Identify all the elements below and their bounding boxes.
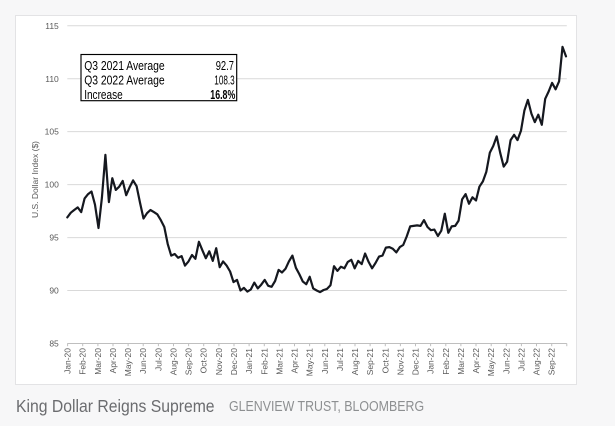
svg-text:Oct-20: Oct-20 — [199, 348, 209, 374]
svg-text:Sep-21: Sep-21 — [365, 348, 375, 375]
svg-text:Q3 2022 Average: Q3 2022 Average — [84, 74, 165, 88]
svg-text:115: 115 — [45, 21, 59, 31]
svg-text:95: 95 — [49, 233, 59, 243]
svg-text:Oct-21: Oct-21 — [380, 348, 390, 374]
svg-text:Apr-21: Apr-21 — [290, 348, 300, 374]
svg-text:May-20: May-20 — [123, 348, 133, 376]
svg-text:85: 85 — [49, 339, 59, 349]
svg-text:Dec-21: Dec-21 — [411, 348, 421, 375]
svg-text:92.7: 92.7 — [216, 59, 234, 73]
svg-text:Sep-20: Sep-20 — [184, 348, 194, 375]
svg-text:Jul-22: Jul-22 — [516, 348, 526, 371]
svg-text:May-21: May-21 — [305, 348, 315, 376]
svg-text:90: 90 — [49, 286, 59, 296]
svg-text:110: 110 — [45, 74, 59, 84]
svg-text:Feb-20: Feb-20 — [78, 348, 88, 375]
svg-text:Dec-20: Dec-20 — [229, 348, 239, 375]
svg-text:Mar-21: Mar-21 — [274, 348, 284, 375]
svg-text:Q3 2021 Average: Q3 2021 Average — [84, 59, 165, 73]
svg-text:Aug-22: Aug-22 — [532, 348, 542, 375]
svg-text:100: 100 — [45, 180, 59, 190]
svg-text:Mar-20: Mar-20 — [93, 348, 103, 375]
svg-text:105: 105 — [45, 127, 59, 137]
svg-text:16.8%: 16.8% — [210, 88, 235, 102]
svg-text:Increase: Increase — [84, 88, 123, 102]
svg-text:Aug-21: Aug-21 — [350, 348, 360, 375]
svg-text:Nov-21: Nov-21 — [395, 348, 405, 375]
svg-text:Aug-20: Aug-20 — [169, 348, 179, 375]
svg-text:Jan-21: Jan-21 — [244, 348, 254, 374]
svg-text:Jun-20: Jun-20 — [138, 348, 148, 374]
svg-text:U.S. Dollar Index ($): U.S. Dollar Index ($) — [30, 141, 40, 218]
svg-text:Jan-20: Jan-20 — [63, 348, 73, 374]
svg-text:Apr-22: Apr-22 — [471, 348, 481, 374]
svg-text:Jun-22: Jun-22 — [501, 348, 511, 374]
svg-text:Jun-21: Jun-21 — [320, 348, 330, 374]
svg-text:Jul-20: Jul-20 — [153, 348, 163, 371]
svg-text:Nov-20: Nov-20 — [214, 348, 224, 375]
svg-text:Feb-21: Feb-21 — [259, 348, 269, 375]
svg-text:Jan-22: Jan-22 — [426, 348, 436, 374]
svg-text:May-22: May-22 — [486, 348, 496, 376]
svg-text:Feb-22: Feb-22 — [441, 348, 451, 375]
svg-text:Sep-22: Sep-22 — [547, 348, 557, 375]
svg-text:Apr-20: Apr-20 — [108, 348, 118, 374]
svg-text:108.3: 108.3 — [214, 74, 234, 88]
svg-text:Jul-21: Jul-21 — [335, 348, 345, 371]
svg-text:Mar-22: Mar-22 — [456, 348, 466, 375]
